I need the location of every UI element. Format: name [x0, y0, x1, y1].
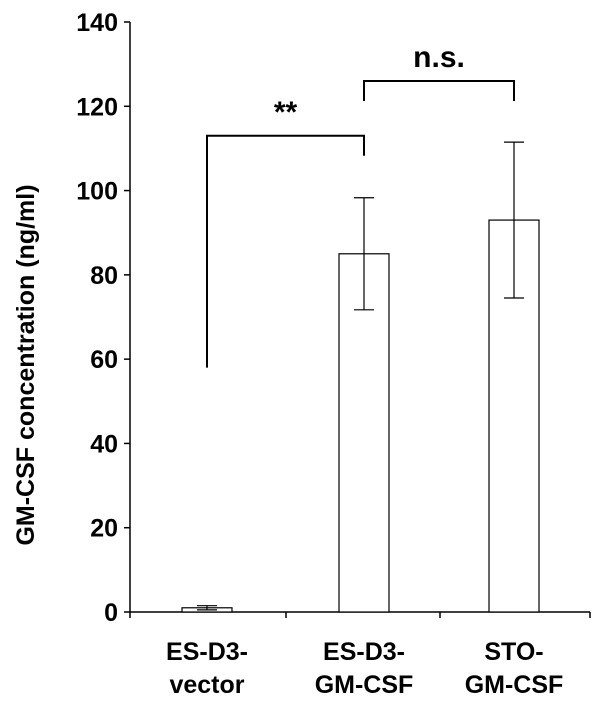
- x-category-label: STO- GM-CSF: [465, 638, 564, 699]
- y-axis: 0 20 40 60 80 100 120 140: [76, 9, 131, 627]
- y-tick-label: 40: [90, 430, 118, 458]
- y-tick-label: 140: [76, 9, 118, 37]
- y-tick-label: 0: [104, 599, 118, 627]
- x-category-label-line: GM-CSF: [465, 671, 564, 699]
- x-category-label-line: ES-D3-: [166, 638, 248, 666]
- y-tick-label: 120: [76, 93, 118, 121]
- bars: [181, 141, 540, 613]
- x-category-label-line: STO-: [484, 638, 543, 666]
- y-axis-title: GM-CSF concentration (ng/ml): [12, 184, 40, 545]
- y-tick-label: 60: [90, 346, 118, 374]
- x-category-label-line: GM-CSF: [315, 671, 414, 699]
- x-category-label: ES-D3- vector: [166, 638, 248, 699]
- significance-label: n.s.: [413, 41, 465, 74]
- significance-label: **: [274, 96, 298, 129]
- x-category-label-line: vector: [169, 671, 244, 699]
- significance-annotations: ** n.s.: [206, 41, 515, 368]
- x-axis: ES-D3- vector ES-D3- GM-CSF STO- GM-CSF: [129, 611, 591, 699]
- significance-bracket: [206, 134, 365, 368]
- bar: [338, 253, 390, 613]
- y-tick-label: 20: [90, 515, 118, 543]
- x-category-label: ES-D3- GM-CSF: [315, 638, 414, 699]
- x-category-label-line: ES-D3-: [323, 638, 405, 666]
- y-tick-label: 100: [76, 178, 118, 206]
- y-tick-label: 80: [90, 262, 118, 290]
- significance-bracket: [363, 80, 515, 101]
